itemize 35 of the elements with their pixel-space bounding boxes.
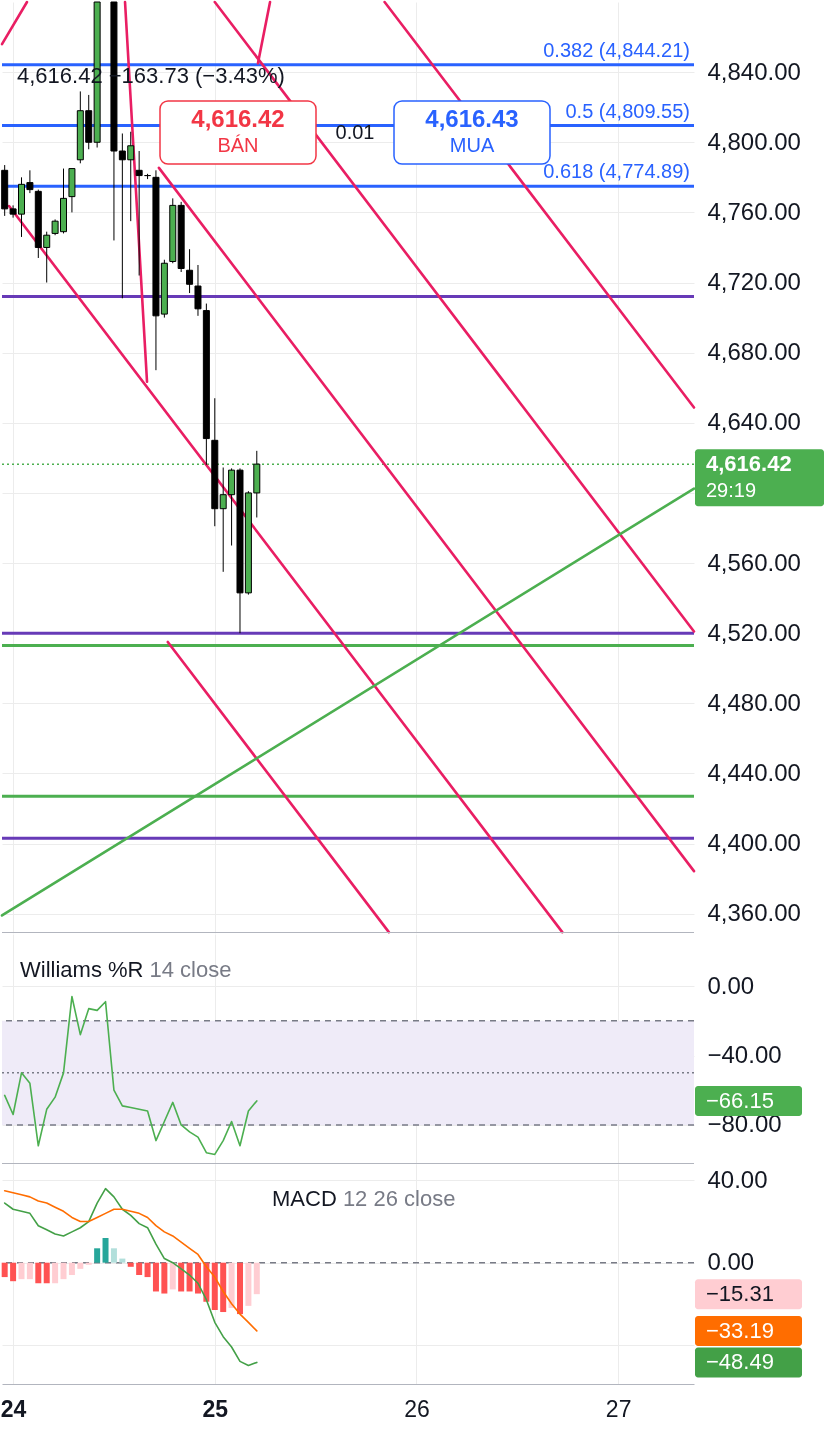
x-tick-label: 24	[0, 1395, 27, 1422]
text: Williams %R	[20, 957, 144, 982]
ref-line-label: 4,616.42 29:19	[706, 451, 792, 502]
y-tick-label: 4,520.00	[707, 618, 801, 646]
y-tick-label: 4,760.00	[707, 197, 801, 225]
y-tick-label: 4,680.00	[707, 338, 801, 366]
y-tick-label: 4,800.00	[707, 127, 801, 155]
y-tick-label: 0.00	[707, 971, 755, 999]
ref-line-label: 0.382 (4,844.21)	[543, 38, 690, 61]
text: −33.19	[706, 1317, 774, 1343]
y-tick-label: 4,560.00	[707, 548, 801, 576]
ref-line-label: 0.5 (4,809.55)	[565, 99, 690, 122]
annotation: 0.01	[335, 121, 375, 143]
y-tick-label: −40.00	[707, 1041, 782, 1069]
y-tick-label: 40.00	[707, 1165, 768, 1193]
y-tick-label: 4,400.00	[707, 829, 801, 857]
y-tick-label: 4,360.00	[707, 899, 801, 927]
y-tick-label: 4,640.00	[707, 408, 801, 436]
annotation: 4,616.42 BÁN	[191, 105, 285, 156]
y-tick-label: 4,480.00	[707, 688, 801, 716]
text: −48.49	[706, 1349, 774, 1375]
y-tick-label: 4,840.00	[707, 57, 801, 85]
text: −15.31	[706, 1281, 774, 1307]
text: 12 26 close	[342, 1186, 456, 1211]
x-tick-label: 26	[404, 1395, 430, 1422]
y-tick-label: 0.00	[707, 1248, 755, 1276]
text: MACD	[272, 1186, 337, 1211]
text: 14 close	[149, 957, 232, 982]
x-tick-label: 27	[605, 1395, 632, 1422]
x-tick-label: 25	[202, 1395, 229, 1422]
annotation: 4,616.43 MUA	[425, 105, 519, 156]
y-tick-label: 4,440.00	[707, 758, 801, 786]
y-tick-label: 4,720.00	[707, 268, 801, 296]
text: −66.15	[706, 1087, 774, 1113]
ref-line-label: 0.618 (4,774.89)	[543, 160, 690, 183]
